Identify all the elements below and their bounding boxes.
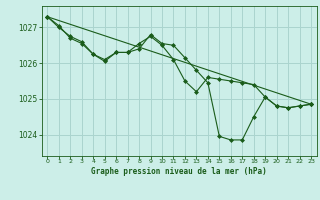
X-axis label: Graphe pression niveau de la mer (hPa): Graphe pression niveau de la mer (hPa)	[91, 167, 267, 176]
